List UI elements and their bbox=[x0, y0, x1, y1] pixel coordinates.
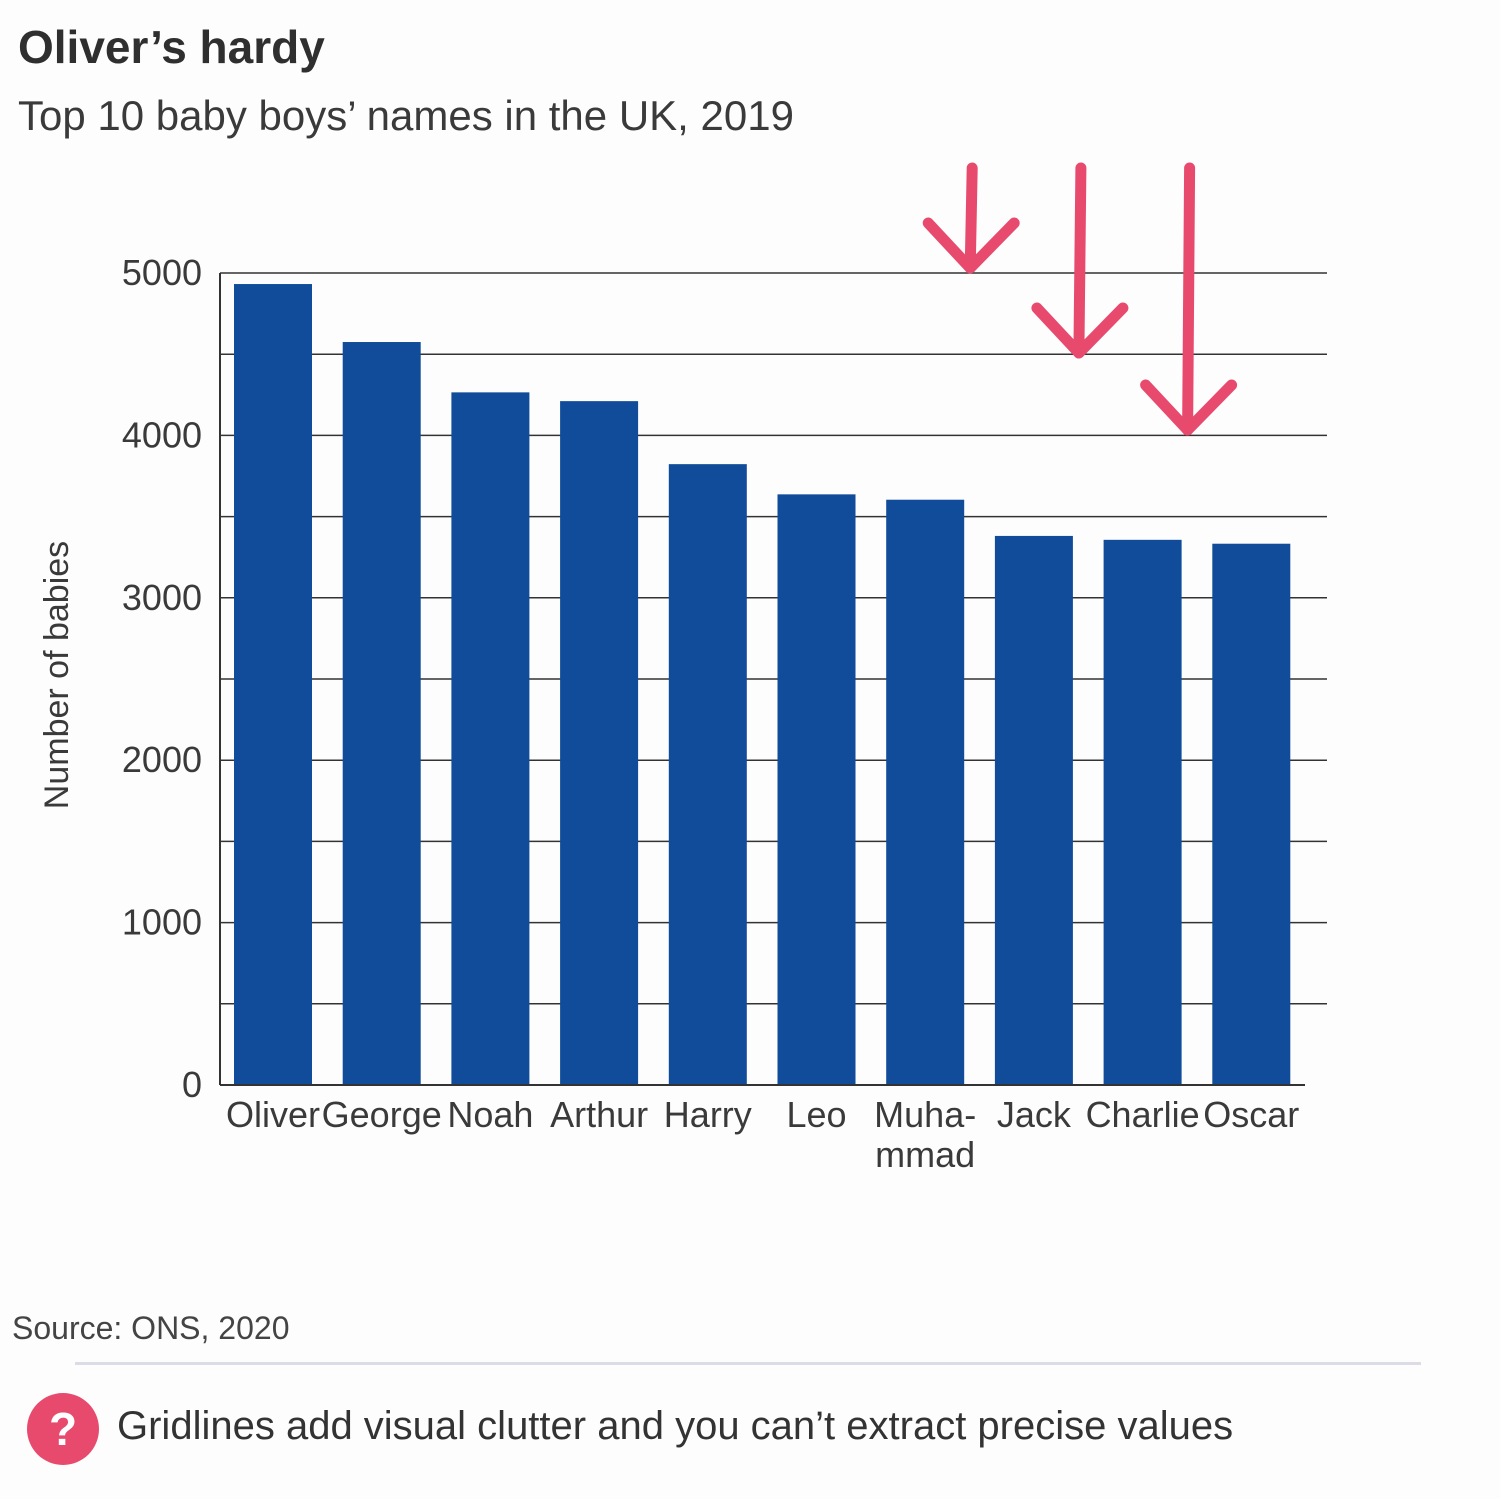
y-tick-label: 3000 bbox=[122, 577, 202, 618]
bar-charlie bbox=[1103, 539, 1182, 1085]
bar-harry bbox=[668, 464, 747, 1086]
x-category-label: Harry bbox=[664, 1094, 752, 1135]
bar-muhammad bbox=[886, 499, 965, 1085]
y-tick-label: 1000 bbox=[122, 902, 202, 943]
x-category-label: Arthur bbox=[550, 1094, 648, 1135]
y-tick-label: 2000 bbox=[122, 739, 202, 780]
y-tick-label: 0 bbox=[182, 1064, 202, 1105]
x-category-label: Charlie bbox=[1086, 1094, 1200, 1135]
bar-oscar bbox=[1212, 543, 1291, 1085]
bars bbox=[234, 284, 1291, 1086]
footnote-text: Gridlines add visual clutter and you can… bbox=[117, 1404, 1234, 1448]
bar-leo bbox=[777, 494, 856, 1085]
chart-subtitle: Top 10 baby boys’ names in the UK, 2019 bbox=[18, 92, 794, 139]
annotation-arrows bbox=[922, 162, 1238, 436]
down-arrow-icon bbox=[1140, 162, 1238, 436]
y-tick-label: 4000 bbox=[122, 414, 202, 455]
bar-oliver bbox=[234, 284, 312, 1085]
x-category-label: George bbox=[322, 1094, 442, 1135]
axes: 0 1000 2000 3000 4000 5000 Oliver George Noah Art… bbox=[122, 252, 1305, 1175]
x-category-label: Noah bbox=[447, 1094, 533, 1135]
bar-noah bbox=[451, 392, 530, 1085]
down-arrow-icon bbox=[1031, 162, 1129, 359]
x-category-label: Leo bbox=[786, 1094, 846, 1135]
down-arrow-icon bbox=[922, 162, 1020, 274]
bar-chart: 0 1000 2000 3000 4000 5000 Oliver George Noah Art… bbox=[38, 162, 1327, 1175]
bar-jack bbox=[994, 535, 1073, 1085]
y-tick-label: 5000 bbox=[122, 252, 202, 293]
divider bbox=[75, 1362, 1421, 1365]
bar-george bbox=[342, 342, 421, 1085]
x-category-label: Oscar bbox=[1203, 1094, 1299, 1135]
y-axis-title: Number of babies bbox=[38, 541, 76, 809]
source-note: Source: ONS, 2020 bbox=[12, 1310, 290, 1346]
x-category-label: Muha-mmad bbox=[874, 1094, 976, 1175]
bar-arthur bbox=[560, 401, 639, 1085]
question-icon: ? bbox=[27, 1393, 99, 1465]
x-category-label: Jack bbox=[997, 1094, 1072, 1135]
x-category-label: Oliver bbox=[226, 1094, 320, 1135]
chart-title: Oliver’s hardy bbox=[18, 21, 325, 73]
